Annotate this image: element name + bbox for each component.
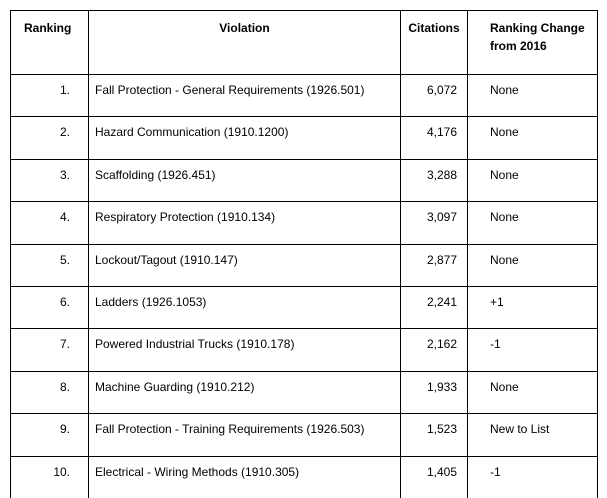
table-row: 3. Scaffolding (1926.451) 3,288 None xyxy=(10,158,598,203)
violation-cell: Electrical - Wiring Methods (1910.305) xyxy=(88,455,401,498)
table-row: 7. Powered Industrial Trucks (1910.178) 2,… xyxy=(10,328,598,372)
change-cell: New to List xyxy=(467,413,598,457)
change-cell: +1 xyxy=(467,285,598,330)
violations-table: Ranking Violation Citations Ranking Change … xyxy=(10,10,598,498)
ranking-cell: 2. xyxy=(10,116,89,160)
table-row: 8. Machine Guarding (1910.212) 1,933 None xyxy=(10,370,598,415)
ranking-cell: 9. xyxy=(10,413,89,457)
citations-cell: 3,288 xyxy=(400,158,468,203)
header-row: Ranking Violation Citations Ranking Change … xyxy=(10,10,598,75)
citations-cell: 4,176 xyxy=(400,116,468,160)
citations-cell: 2,162 xyxy=(400,328,468,372)
header-cell: Violation xyxy=(88,10,401,75)
citations-cell: 2,241 xyxy=(400,285,468,330)
ranking-cell: 5. xyxy=(10,243,89,287)
ranking-cell: 8. xyxy=(10,370,89,415)
citations-cell: 1,523 xyxy=(400,413,468,457)
header-cell: Ranking xyxy=(10,10,89,75)
table-row: 10. Electrical - Wiring Methods (1910.305… xyxy=(10,455,598,498)
violation-cell: Powered Industrial Trucks (1910.178) xyxy=(88,328,401,372)
change-cell: -1 xyxy=(467,328,598,372)
change-cell: None xyxy=(467,243,598,287)
change-cell: -1 xyxy=(467,455,598,498)
ranking-cell: 7. xyxy=(10,328,89,372)
violation-cell: Hazard Communication (1910.1200) xyxy=(88,116,401,160)
ranking-cell: 1. xyxy=(10,73,89,118)
header-cell: Citations xyxy=(400,10,468,75)
table-row: 9. Fall Protection - Training Requirement… xyxy=(10,413,598,457)
ranking-cell: 4. xyxy=(10,201,89,245)
citations-cell: 6,072 xyxy=(400,73,468,118)
ranking-cell: 10. xyxy=(10,455,89,498)
ranking-cell: 3. xyxy=(10,158,89,203)
violation-cell: Respiratory Protection (1910.134) xyxy=(88,201,401,245)
violation-cell: Fall Protection - Training Requirements … xyxy=(88,413,401,457)
table-row: 1. Fall Protection - General Requirements… xyxy=(10,73,598,118)
change-cell: None xyxy=(467,73,598,118)
citations-cell: 3,097 xyxy=(400,201,468,245)
table-header: Ranking Violation Citations Ranking Change … xyxy=(10,10,598,75)
citations-cell: 1,933 xyxy=(400,370,468,415)
table-row: 4. Respiratory Protection (1910.134) 3,097… xyxy=(10,201,598,245)
change-cell: None xyxy=(467,370,598,415)
table-row: 6. Ladders (1926.1053) 2,241 +1 xyxy=(10,285,598,330)
table-row: 5. Lockout/Tagout (1910.147) 2,877 None xyxy=(10,243,598,287)
ranking-cell: 6. xyxy=(10,285,89,330)
table-body: 1. Fall Protection - General Requirements… xyxy=(10,73,598,498)
citations-cell: 1,405 xyxy=(400,455,468,498)
citations-cell: 2,877 xyxy=(400,243,468,287)
change-cell: None xyxy=(467,158,598,203)
violation-cell: Scaffolding (1926.451) xyxy=(88,158,401,203)
change-cell: None xyxy=(467,116,598,160)
header-cell: Ranking Change from 2016 xyxy=(467,10,598,75)
table-row: 2. Hazard Communication (1910.1200) 4,176 N… xyxy=(10,116,598,160)
change-cell: None xyxy=(467,201,598,245)
violation-cell: Machine Guarding (1910.212) xyxy=(88,370,401,415)
page: Ranking Violation Citations Ranking Change … xyxy=(10,10,598,498)
violation-cell: Fall Protection - General Requirements (… xyxy=(88,73,401,118)
violation-cell: Lockout/Tagout (1910.147) xyxy=(88,243,401,287)
violation-cell: Ladders (1926.1053) xyxy=(88,285,401,330)
